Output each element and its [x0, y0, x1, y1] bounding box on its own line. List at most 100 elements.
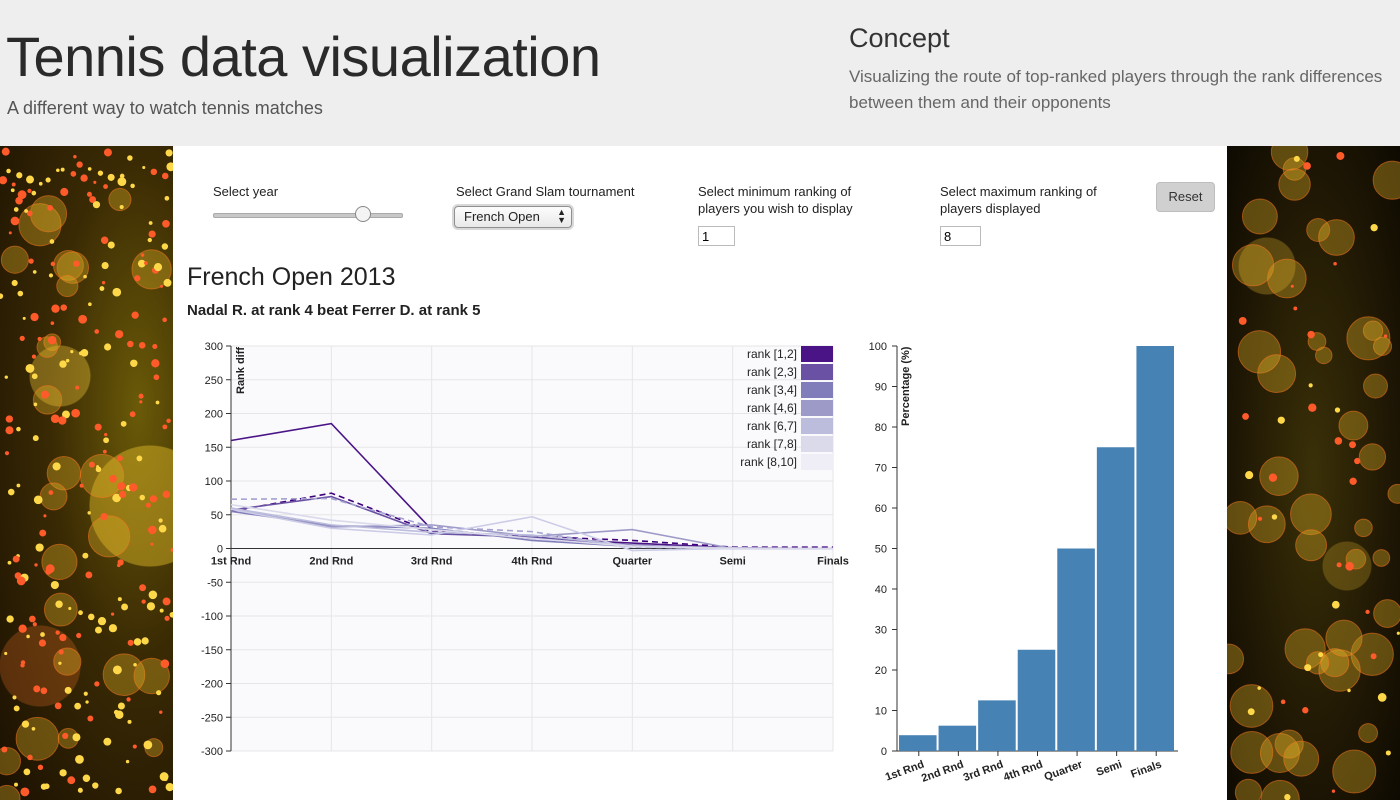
bokeh-dot: [158, 524, 167, 533]
bokeh-dot: [76, 632, 82, 639]
bokeh-light: [1259, 456, 1299, 496]
bokeh-dot: [29, 615, 36, 623]
bokeh-dot: [117, 597, 122, 602]
tournament-select[interactable]: French Open ▲ ▼: [454, 206, 572, 228]
bokeh-dot: [108, 624, 118, 633]
bokeh-light: [1274, 729, 1304, 759]
main-panel: Select year Select Grand Slam tournament…: [173, 146, 1227, 800]
bokeh-dot: [62, 732, 69, 739]
bokeh-dot: [132, 744, 137, 749]
reset-button[interactable]: Reset: [1156, 182, 1215, 212]
bokeh-light: [0, 245, 29, 274]
bokeh-dot: [155, 400, 160, 405]
bokeh-dot: [165, 782, 173, 792]
bokeh-dot: [1347, 688, 1351, 693]
bokeh-light: [43, 592, 78, 627]
bokeh-dot: [48, 273, 54, 278]
bokeh-light: [1237, 330, 1282, 374]
bokeh-light: [79, 453, 125, 499]
bokeh-dot: [164, 195, 170, 201]
bokeh-dot: [93, 180, 97, 184]
year-slider[interactable]: [213, 206, 403, 222]
bokeh-dot: [16, 576, 26, 586]
bokeh-dot: [127, 639, 134, 646]
bokeh-dot: [148, 230, 156, 238]
x-tick-label: 1st Rnd: [884, 759, 926, 784]
bokeh-dot: [62, 410, 70, 419]
bokeh-dot: [17, 290, 24, 297]
bokeh-dot: [1268, 473, 1278, 482]
bokeh-dot: [103, 737, 112, 746]
bokeh-dot: [85, 571, 93, 579]
x-tick-label: Quarter: [612, 556, 652, 568]
bokeh-light: [1283, 740, 1320, 777]
bokeh-dot: [145, 502, 151, 508]
legend-swatch: [801, 346, 833, 362]
bokeh-dot: [129, 483, 138, 492]
bokeh-dot: [153, 374, 160, 381]
bokeh-dot: [148, 590, 158, 600]
bokeh-dot: [26, 175, 34, 184]
bokeh-dot: [60, 187, 69, 197]
page-header: Tennis data visualization A different wa…: [0, 0, 1400, 146]
bokeh-dot: [112, 496, 116, 500]
bokeh-dot: [47, 335, 57, 345]
bokeh-dot: [65, 358, 70, 363]
bokeh-dot: [1, 746, 8, 753]
background-image-left: [0, 146, 173, 800]
chart-heading: French Open 2013: [187, 263, 396, 291]
bokeh-dot: [170, 547, 173, 552]
bar: [1136, 346, 1174, 751]
bokeh-dot: [1377, 693, 1387, 702]
min-rank-input[interactable]: [698, 226, 735, 246]
bokeh-light: [1260, 779, 1300, 800]
year-slider-thumb[interactable]: [355, 206, 372, 222]
bokeh-dot: [103, 148, 112, 157]
bokeh-dot: [147, 237, 152, 243]
bokeh-dot: [33, 402, 38, 407]
bokeh-dot: [0, 293, 4, 299]
bokeh-dot: [164, 615, 170, 621]
bokeh-dot: [23, 768, 31, 776]
y-tick-label: -200: [201, 679, 223, 691]
bokeh-dot: [4, 375, 8, 379]
x-tick-label: 3rd Rnd: [962, 759, 1005, 784]
bokeh-dot: [139, 584, 147, 592]
bokeh-dot: [1257, 686, 1262, 690]
bokeh-light: [1372, 549, 1391, 567]
bokeh-dot: [112, 493, 121, 503]
bokeh-dot: [165, 149, 173, 157]
bokeh-light: [131, 249, 172, 290]
bokeh-light: [1230, 730, 1274, 774]
bokeh-dot: [39, 529, 47, 537]
page-title: Tennis data visualization: [6, 25, 601, 88]
bokeh-dot: [149, 495, 158, 503]
bokeh-dot: [121, 603, 129, 611]
bokeh-dot: [20, 663, 25, 668]
bokeh-dot: [152, 343, 158, 350]
y-tick-label: 60: [875, 503, 887, 515]
bokeh-dot: [162, 597, 171, 606]
bokeh-dot: [116, 455, 123, 462]
bar: [1017, 649, 1056, 751]
year-slider-track[interactable]: [213, 213, 403, 218]
y-tick-label: 250: [205, 375, 223, 387]
max-rank-input[interactable]: [940, 226, 981, 246]
bokeh-dot: [19, 335, 25, 341]
bokeh-dot: [115, 787, 122, 795]
bokeh-dot: [1385, 750, 1391, 756]
bokeh-dot: [101, 281, 106, 285]
series-line: [230, 497, 833, 550]
bokeh-dot: [72, 733, 81, 742]
bokeh-dot: [88, 461, 95, 468]
bokeh-light: [1372, 160, 1400, 200]
bokeh-dot: [60, 167, 65, 172]
bokeh-dot: [99, 286, 105, 291]
bokeh-dot: [33, 495, 43, 505]
bokeh-light: [1247, 505, 1286, 544]
bokeh-dot: [140, 253, 145, 257]
bokeh-dot: [1331, 600, 1340, 609]
bokeh-dot: [50, 321, 55, 326]
bokeh-dot: [86, 191, 92, 197]
bokeh-dot: [144, 261, 148, 265]
